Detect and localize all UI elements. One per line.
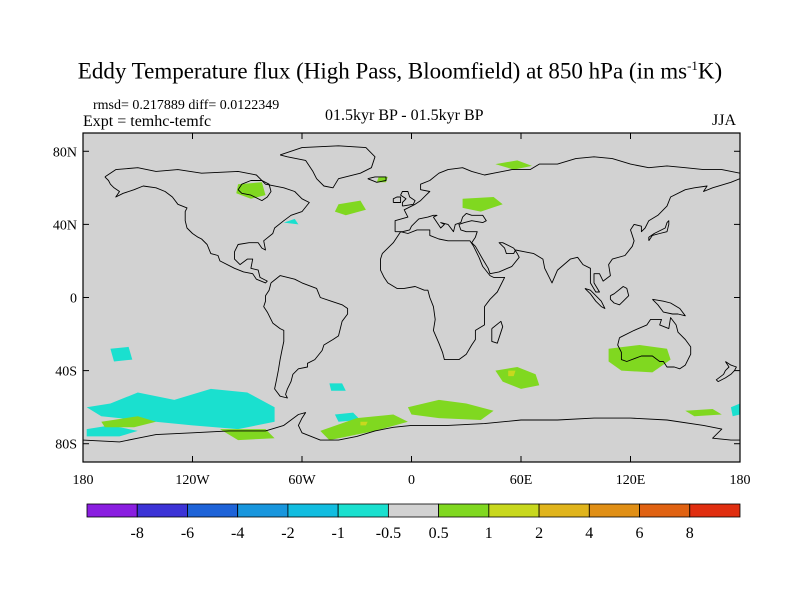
colorbar-label-5: -0.5: [376, 525, 401, 542]
stats-label: rmsd= 0.217889 diff= 0.0122349: [93, 98, 280, 113]
region-south-atlantic-negative: [329, 383, 346, 391]
coast-antarctica: [83, 412, 740, 443]
chart-title-text: Eddy Temperature flux (High Pass, Bloomf…: [77, 58, 688, 84]
x-tick-label-0: 180: [73, 473, 94, 488]
chart-title-unit-end: K): [697, 58, 723, 84]
x-tick-label-1: 120W: [175, 473, 210, 488]
region-kara-positive: [495, 160, 532, 170]
season-label: JJA: [712, 112, 737, 129]
colorbar-label-11: 8: [686, 525, 694, 542]
region-south-atlantic-positive: [407, 399, 494, 420]
y-tick-label-1: 40N: [53, 218, 77, 233]
colorbar-label-3: -2: [281, 525, 294, 542]
colorbar-label-0: -8: [131, 525, 144, 542]
y-tick-label-0: 80N: [53, 145, 77, 160]
colorbar-swatch-1: [136, 503, 188, 518]
region-southern-indian-negative: [730, 403, 740, 417]
region-ross-positive: [219, 429, 275, 441]
region-north-atlantic-positive: [334, 200, 366, 216]
chart-title-superscript: -1: [687, 58, 698, 73]
contour-regions: [86, 160, 740, 441]
coast-south-america: [263, 275, 349, 399]
colorbar-swatch-11: [639, 503, 691, 518]
coast-eurasia: [394, 156, 740, 293]
coast-new-guinea: [652, 298, 686, 317]
colorbar-label-7: 1: [485, 525, 493, 542]
colorbar: -8 -6 -4 -2 -1 -0.5 0.5 1 2 4 6 8: [86, 503, 741, 542]
coast-australia: [617, 317, 692, 370]
y-tick-label-3: 40S: [55, 365, 77, 380]
colorbar-swatch-3: [237, 503, 289, 518]
experiment-label: Expt = temhc-temfc: [83, 113, 212, 130]
region-hudson-bay-positive: [236, 182, 266, 199]
region-australia-positive: [608, 345, 671, 373]
region-north-atlantic-negative: [283, 218, 299, 225]
coast-japan: [648, 220, 670, 242]
colorbar-swatch-4: [287, 503, 339, 518]
axis-ticks: 180 120W 60W 0 60E 120E 180 80N 40N 0 40S 80S: [53, 133, 751, 488]
colorbar-label-6: 0.5: [429, 525, 449, 542]
colorbar-swatch-8: [488, 503, 540, 518]
region-ross-sea-negative: [86, 425, 138, 437]
colorbar-label-8: 2: [535, 525, 543, 542]
colorbar-swatch-6: [387, 503, 440, 518]
coast-greenland: [279, 145, 376, 189]
coast-ireland: [392, 196, 402, 203]
colorbar-label-2: -4: [231, 525, 244, 542]
region-south-pacific-negative-small: [110, 346, 133, 362]
y-tick-label-4: 80S: [55, 438, 77, 453]
colorbar-label-1: -6: [181, 525, 194, 542]
period-label: 01.5kyr BP - 01.5kyr BP: [325, 107, 484, 124]
colorbar-swatch-7: [438, 503, 490, 518]
colorbar-swatch-12: [689, 503, 741, 518]
colorbar-swatch-5: [337, 503, 389, 518]
coast-madagascar: [491, 320, 504, 344]
region-atlantic-yellow-spot: [360, 421, 368, 426]
coast-iceland: [367, 176, 387, 183]
region-pacific-sector-positive: [101, 416, 156, 428]
colorbar-label-4: -1: [332, 525, 345, 542]
colorbar-swatch-10: [588, 503, 640, 518]
coast-great-britain: [400, 191, 416, 207]
colorbar-label-9: 4: [585, 525, 593, 542]
chart-title: Eddy Temperature flux (High Pass, Bloomf…: [0, 58, 800, 85]
colorbar-label-10: 6: [636, 525, 644, 542]
x-tick-label-4: 60E: [510, 473, 533, 488]
region-southern-ocean-east-positive: [685, 409, 722, 417]
region-indian-yellow-spot: [508, 370, 516, 377]
coast-borneo: [609, 286, 630, 306]
coast-new-zealand: [715, 361, 737, 383]
colorbar-swatch-9: [538, 503, 590, 518]
coast-sumatra: [584, 287, 606, 309]
colorbar-swatch-0: [86, 503, 138, 518]
coastlines: [83, 145, 740, 443]
coast-africa: [380, 229, 506, 361]
coast-north-america: [104, 167, 310, 284]
region-siberia-positive: [462, 197, 503, 212]
x-tick-label-3: 0: [408, 473, 415, 488]
x-tick-label-6: 180: [730, 473, 751, 488]
region-antarctic-atlantic-positive: [320, 414, 408, 441]
region-indian-ocean-positive: [495, 367, 540, 389]
x-tick-label-2: 60W: [288, 473, 316, 488]
colorbar-swatch-2: [187, 503, 239, 518]
coast-hudson-bay: [237, 180, 272, 202]
y-tick-label-2: 0: [70, 292, 77, 307]
x-tick-label-5: 120E: [616, 473, 646, 488]
